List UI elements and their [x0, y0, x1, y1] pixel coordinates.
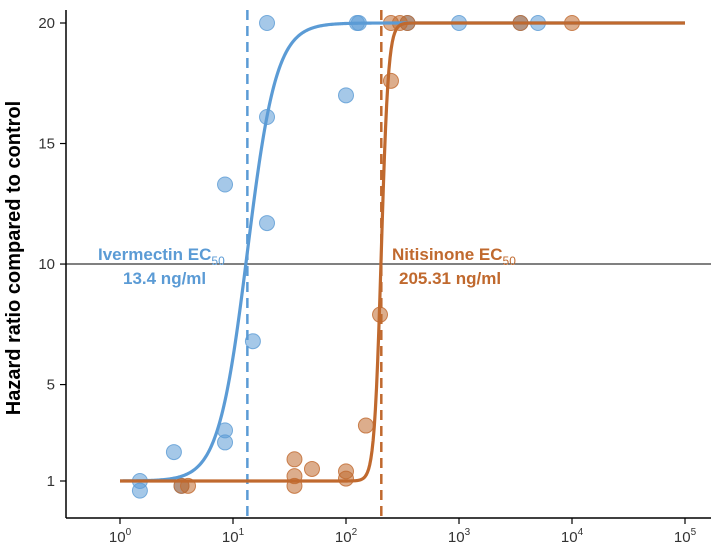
data-point-ivermectin [259, 215, 276, 232]
x-tick-label: 103 [448, 527, 471, 546]
data-point-nitisinone [382, 72, 399, 89]
data-point-ivermectin [165, 444, 182, 461]
fit-curve-nitisinone [120, 21, 685, 483]
ec50-lines [246, 10, 383, 518]
ec50-value-nitisinone: 205.31 ng/ml [399, 269, 501, 288]
ec50-label-nitisinone: Nitisinone EC50 [392, 245, 516, 268]
data-point-nitisinone [303, 460, 320, 477]
ec50-label-ivermectin: Ivermectin EC50 [98, 245, 225, 268]
x-tick-label: 101 [222, 527, 245, 546]
y-tick-label: 1 [47, 473, 55, 490]
x-ticks: 100 101 102 103 104 105 [109, 518, 697, 546]
fit-curves [120, 21, 685, 483]
y-tick-label: 20 [38, 15, 55, 32]
data-point-ivermectin [131, 482, 148, 499]
data-point-ivermectin [217, 176, 234, 193]
y-tick-label: 10 [38, 256, 55, 273]
data-point-ivermectin [259, 15, 276, 31]
data-point-ivermectin [244, 333, 261, 350]
x-tick-label: 104 [561, 527, 584, 546]
data-point-nitisinone [338, 470, 354, 487]
y-tick-label: 15 [38, 136, 55, 153]
y-tick-label: 5 [47, 377, 55, 394]
ec50-value-ivermectin: 13.4 ng/ml [123, 269, 206, 288]
x-tick-label: 100 [109, 527, 132, 546]
x-tick-label: 102 [335, 527, 358, 546]
data-point-nitisinone [357, 417, 374, 434]
data-point-nitisinone [286, 451, 303, 468]
y-axis-label: Hazard ratio compared to control [3, 101, 25, 416]
data-point-ivermectin [338, 87, 354, 104]
x-tick-label: 105 [674, 527, 697, 546]
data-point-ivermectin [217, 434, 234, 451]
